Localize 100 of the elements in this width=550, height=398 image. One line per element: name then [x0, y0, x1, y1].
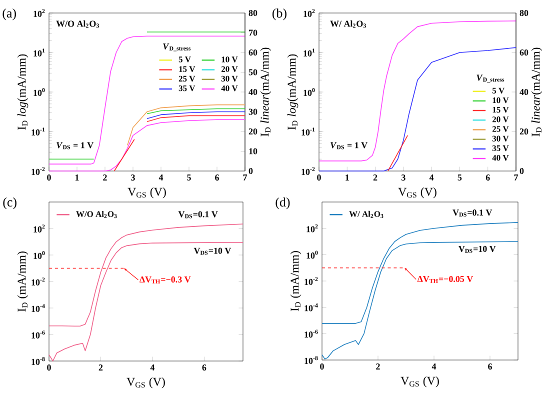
y-tick-label: 10$^{0}$ — [34, 251, 45, 259]
x-tick-label: 3 — [131, 174, 135, 181]
y2-tick-label: 70 — [249, 30, 258, 36]
y2-tick-label: 0 — [248, 168, 253, 174]
x-tick-label: 4 — [432, 364, 436, 370]
annotation: ΔV$_{TH}$=−0.3 V — [140, 276, 191, 284]
y2-tick-label: 40 — [248, 88, 258, 96]
line-series — [48, 224, 244, 327]
annotation: V$_{DS}$=10 V — [194, 248, 232, 255]
legend-label: 20 V — [222, 66, 238, 72]
y-tick-label: 10$^{-2}$ — [32, 278, 45, 286]
x-tick-label: 2 — [376, 364, 380, 370]
chart-title: (d) — [276, 197, 290, 210]
x-tick-label: 7 — [514, 174, 518, 180]
y-axis-title: I$_{D}$ log(mA/mm) — [17, 54, 28, 130]
y-tick-label: 10$^{2}$ — [34, 224, 45, 232]
annotation: V$_{DS}$ = 1 V — [56, 142, 94, 150]
y-tick-label: 10$^{2}$ — [304, 9, 315, 17]
legend-label: 35 V — [492, 145, 509, 152]
legend-label: 10 V — [222, 56, 238, 62]
y-tick-label: 10$^{-6}$ — [32, 330, 45, 338]
y-tick-label: 10$^{2}$ — [306, 224, 318, 232]
x-tick-label: 2 — [373, 174, 378, 180]
legend-label: 10 V — [492, 97, 509, 104]
x-tick-label: 6 — [488, 364, 492, 370]
y2-tick-label: 20 — [520, 128, 528, 135]
line-series — [146, 111, 246, 120]
legend-label: 40 V — [492, 154, 509, 161]
line-series — [127, 104, 246, 146]
y-axis-title: I$_{D}$ (mA/mm) — [17, 252, 28, 312]
y-tick-label: 10$^{-1}$ — [302, 128, 315, 136]
legend-label: 25 V — [492, 126, 509, 132]
annotation: W/ Al$_{2}$O$_{3}$ — [330, 20, 366, 28]
y2-tick-label: 40 — [520, 88, 528, 96]
legend-label: 15 V — [179, 66, 196, 72]
y2-axis-title: I$_{D}$ linear(mA/mm) — [531, 48, 542, 136]
x-axis-title: V$_{GS}$ (V) — [398, 187, 436, 198]
x-axis-title: V$_{GS}$ (V) — [400, 376, 439, 388]
x-tick-label: 4 — [429, 174, 434, 180]
annotation: V$_{DS}$=0.1 V — [178, 211, 218, 218]
y-tick-label: 10$^{-2}$ — [32, 167, 45, 175]
y2-axis-title: I$_{D}$ linear(mA/mm) — [260, 48, 272, 136]
legend-label: 40 V — [221, 85, 238, 92]
y-tick-label: 10$^{-6}$ — [304, 330, 318, 338]
x-axis-title: V$_{GS}$ (V) — [126, 377, 165, 388]
y-tick-label: 10$^{-4}$ — [32, 304, 45, 312]
y-axis-title: I$_{D}$ (mA/mm) — [290, 251, 302, 312]
annotation: V$_{DS}$=10 V — [458, 246, 496, 253]
legend-label: 5 V — [178, 56, 191, 62]
y2-tick-label: 60 — [520, 49, 528, 56]
x-tick-label: 2 — [98, 364, 103, 370]
legend-label: 25 V — [178, 76, 196, 82]
y-tick-label: 10$^{1}$ — [304, 48, 315, 56]
legend-title: V$_{D_stress}$ — [163, 44, 191, 52]
legend-label: 15 V — [492, 106, 509, 113]
annotation: V$_{DS}$=0.1 V — [452, 210, 492, 217]
y-tick-label: 10$^{-2}$ — [304, 277, 318, 285]
y2-tick-label: 50 — [248, 69, 258, 76]
x-tick-label: 0 — [317, 174, 321, 181]
x-tick-label: 4 — [150, 364, 155, 370]
x-tick-label: 3 — [402, 174, 406, 181]
y-tick-label: 10$^{-8}$ — [32, 357, 45, 365]
y-tick-label: 10$^{0}$ — [34, 88, 45, 96]
y-tick-label: 10$^{0}$ — [306, 250, 318, 259]
legend-label: 20 V — [492, 116, 509, 122]
x-tick-label: 0 — [320, 364, 324, 370]
y-tick-label: 10$^{-2}$ — [302, 167, 315, 175]
legend-label: 35 V — [178, 85, 196, 92]
x-tick-label: 5 — [458, 174, 462, 180]
x-tick-label: 6 — [215, 174, 219, 181]
x-axis-title: V$_{GS}$ (V) — [128, 187, 166, 198]
legend-label: W/ Al$_{2}$O$_{3}$ — [349, 210, 384, 218]
y-tick-label: 10$^{1}$ — [34, 48, 45, 56]
chart-title: (a) — [2, 8, 16, 20]
legend-label: 30 V — [492, 136, 509, 142]
y-tick-label: 10$^{2}$ — [34, 9, 45, 17]
y-tick-label: 10$^{-1}$ — [32, 128, 45, 136]
annotation: W/O Al$_{2}$O$_{3}$ — [56, 20, 99, 28]
x-tick-label: 6 — [486, 174, 490, 181]
x-tick-label: 0 — [47, 174, 51, 181]
y2-tick-label: 60 — [248, 49, 258, 56]
y-axis-title: I$_{D}$ log(mA/mm) — [287, 54, 298, 130]
legend-label: W/O Al$_{2}$O$_{3}$ — [76, 210, 117, 218]
legend-label: 30 V — [221, 76, 238, 82]
x-tick-label: 4 — [158, 174, 164, 180]
chart-title: (c) — [3, 197, 16, 210]
x-tick-label: 0 — [47, 364, 51, 371]
x-tick-label: 5 — [187, 174, 191, 180]
y2-tick-label: 30 — [248, 108, 258, 115]
x-tick-label: 1 — [346, 174, 349, 180]
y2-tick-label: 80 — [248, 10, 258, 16]
x-tick-label: 1 — [75, 174, 79, 180]
y-tick-label: 10$^{-8}$ — [304, 356, 318, 364]
x-tick-label: 7 — [243, 174, 248, 180]
y-tick-label: 10$^{-4}$ — [304, 303, 318, 312]
y-tick-label: 10$^{0}$ — [304, 88, 315, 96]
annotation: ΔV$_{TH}$=−0.05 V — [417, 276, 474, 283]
chart-title: (b) — [272, 8, 286, 20]
x-tick-label: 2 — [103, 174, 107, 180]
y2-tick-label: 80 — [520, 10, 528, 16]
